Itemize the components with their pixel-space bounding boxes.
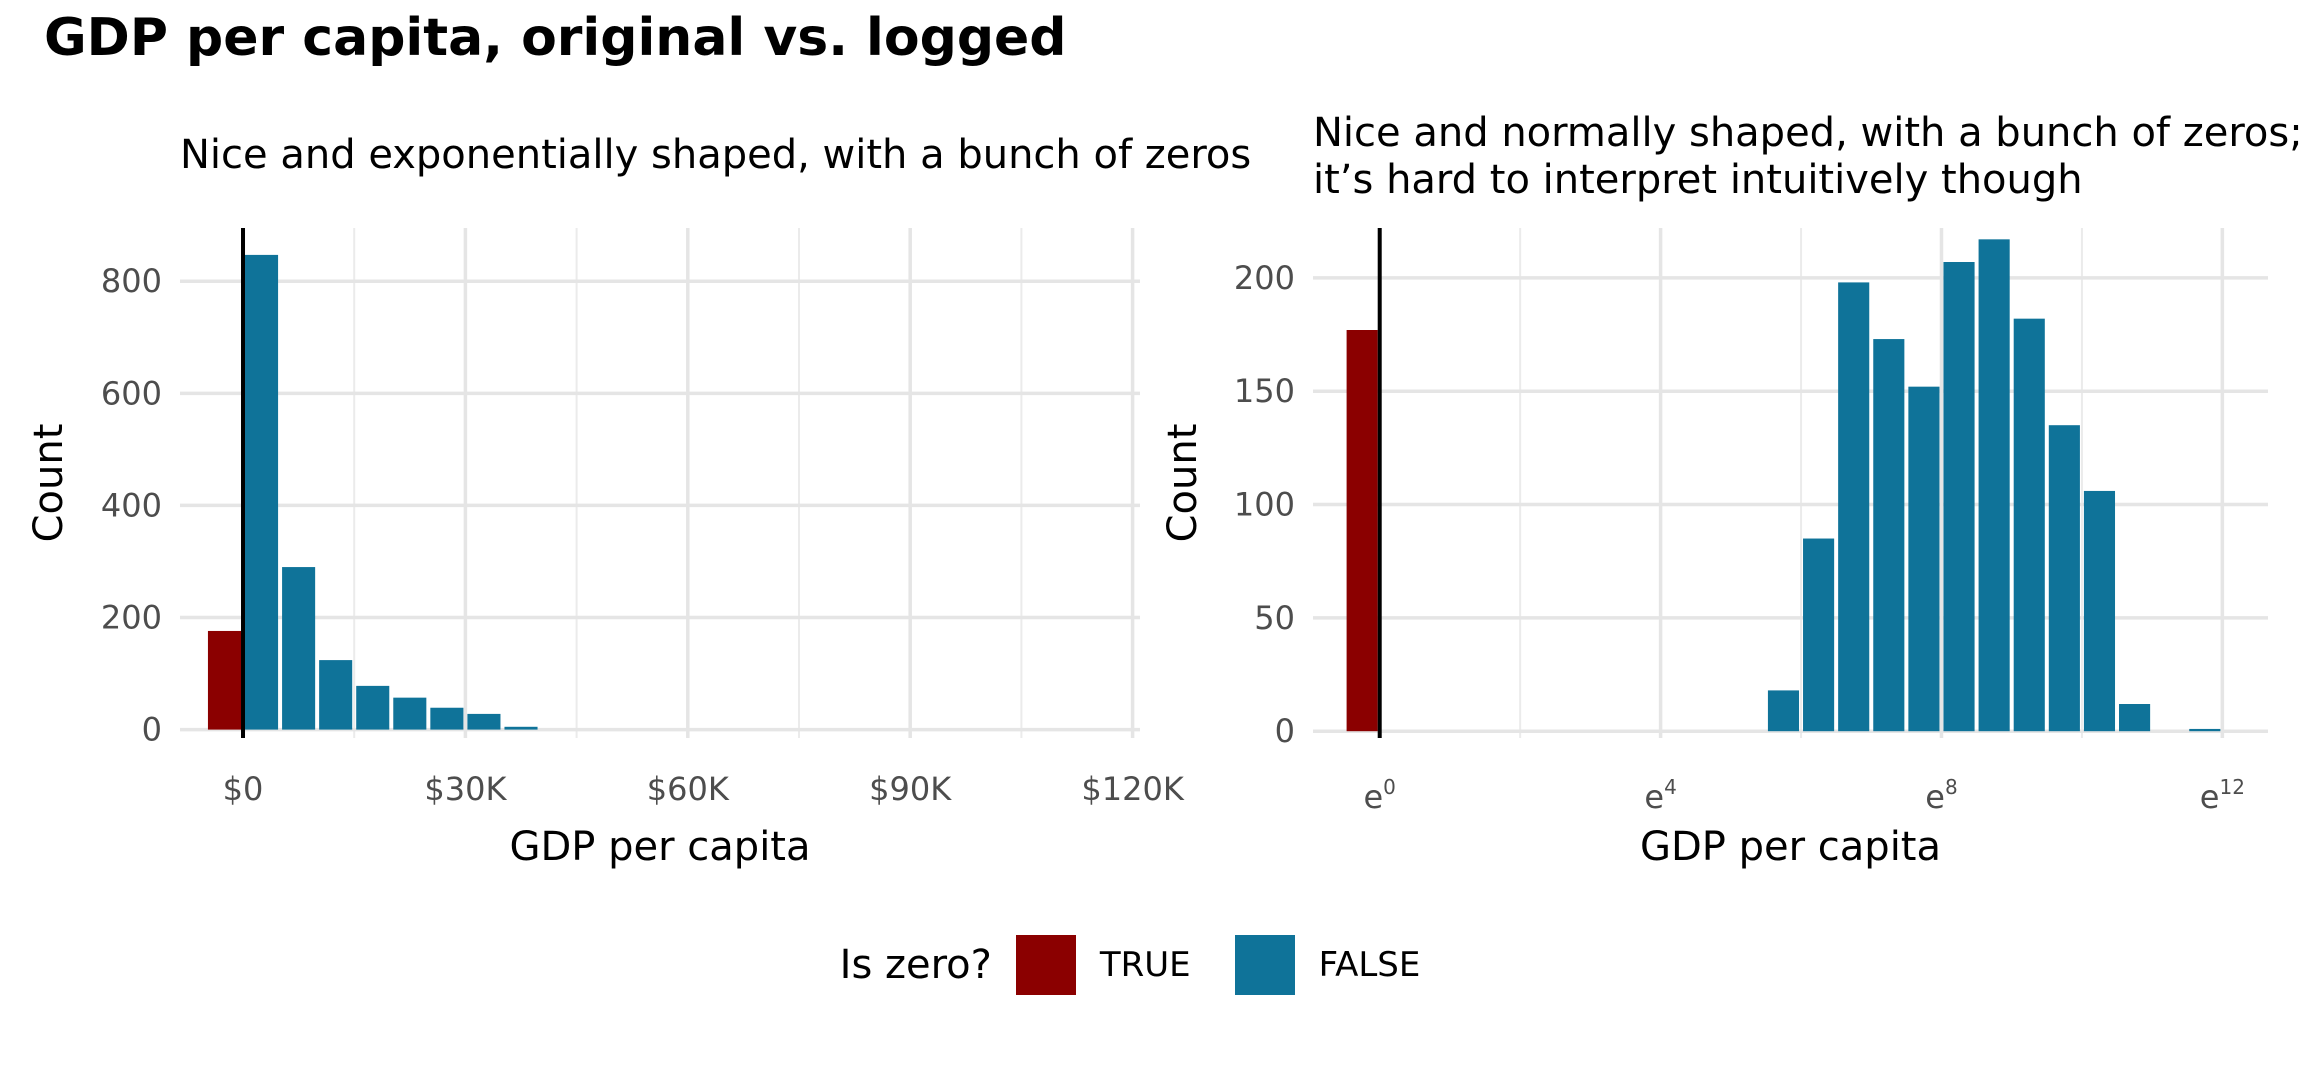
chart-title: GDP per capita, original vs. logged	[44, 8, 1067, 68]
left-subtitle-line: Nice and exponentially shaped, with a bu…	[180, 132, 1252, 178]
x-tick-label: e4	[1644, 775, 1676, 816]
left-histogram: 0 200 400 600 800 $0 $30K $60K $90K $120K GDP per …	[26, 228, 1185, 870]
histogram-bar	[467, 713, 501, 730]
histogram-bar	[1767, 690, 1800, 732]
y-tick-label: 100	[1234, 486, 1295, 524]
legend-title: Is zero?	[839, 942, 992, 988]
histogram-bar	[1978, 239, 2010, 732]
legend-key-true	[1015, 935, 1076, 995]
y-axis-title: Count	[26, 424, 72, 543]
y-tick-label: 0	[1275, 712, 1295, 750]
histogram-bar-zero	[207, 630, 242, 730]
legend: Is zero? TRUE FALSE	[0, 935, 2304, 995]
histogram-bar	[393, 697, 427, 730]
histogram-bar	[356, 685, 390, 730]
right-subtitle-line-2: it’s hard to interpret intuitively thoug…	[1313, 157, 2083, 203]
histogram-bar	[245, 254, 279, 730]
histogram-bar	[1943, 262, 1975, 732]
legend-label-true: TRUE	[1099, 945, 1191, 985]
histogram-bar	[430, 707, 464, 730]
x-tick-label: $0	[223, 770, 264, 808]
histogram-bar	[2048, 425, 2080, 732]
right-panel-subtitle: Nice and normally shaped, with a bunch o…	[1313, 110, 2303, 204]
histogram-bar	[504, 726, 538, 730]
y-tick-label: 150	[1234, 372, 1295, 410]
x-tick-label: $60K	[647, 770, 730, 808]
histogram-bar	[1838, 282, 1870, 732]
histogram-bar	[1873, 339, 1905, 732]
histogram-bar	[1803, 538, 1835, 732]
histogram-bar	[319, 660, 353, 730]
legend-label-false: FALSE	[1318, 945, 1421, 985]
histogram-bar	[2189, 728, 2221, 732]
right-subtitle-line-1: Nice and normally shaped, with a bunch o…	[1313, 110, 2303, 156]
y-tick-label: 600	[101, 374, 162, 412]
y-tick-label: 50	[1254, 599, 1295, 637]
histogram-bar	[2083, 490, 2116, 732]
x-tick-label: $120K	[1081, 770, 1184, 808]
right-histogram: 0 50 100 150 200 e0 e4 e8 e12 GDP per capita Count	[1160, 228, 2268, 870]
x-tick-label: $30K	[424, 770, 507, 808]
histogram-bar	[2013, 318, 2045, 732]
y-tick-label: 400	[101, 486, 162, 524]
y-tick-label: 0	[142, 711, 162, 749]
y-tick-label: 200	[1234, 259, 1295, 297]
x-tick-label: e0	[1363, 775, 1395, 816]
histogram-bar	[2119, 704, 2151, 732]
y-tick-label: 800	[101, 262, 162, 300]
x-tick-label: e12	[2200, 775, 2245, 816]
histogram-bar-zero	[1346, 330, 1378, 732]
left-panel-subtitle: Nice and exponentially shaped, with a bu…	[180, 132, 1251, 179]
x-axis-title: GDP per capita	[1640, 824, 1941, 870]
x-tick-label: $90K	[869, 770, 952, 808]
y-axis-title: Count	[1160, 424, 1206, 543]
histogram-bar	[282, 567, 316, 730]
y-tick-label: 200	[101, 599, 162, 637]
legend-key-false	[1234, 935, 1295, 995]
histogram-bar	[1908, 386, 1940, 732]
x-tick-label: e8	[1925, 775, 1957, 816]
x-axis-title: GDP per capita	[510, 824, 811, 870]
